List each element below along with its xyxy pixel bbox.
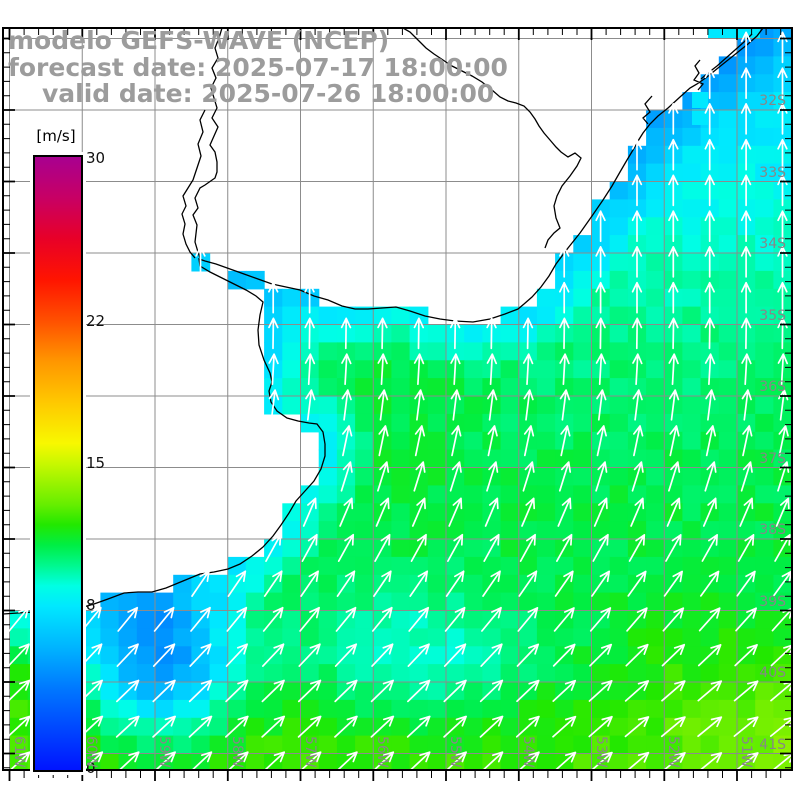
longitude-label: 55W — [447, 736, 463, 768]
wind-arrows — [6, 31, 792, 770]
latitude-label: 37S — [759, 450, 786, 467]
colorbar-tick-label: 22 — [86, 311, 106, 330]
coastline-group — [3, 28, 764, 615]
coastline — [3, 28, 764, 615]
forecast-date: forecast date: 2025-07-17 18:00:00 — [8, 53, 508, 82]
longitude-label: 60W — [83, 736, 100, 768]
longitude-label: 53W — [592, 736, 609, 768]
latitude-label: 34S — [759, 236, 786, 252]
colorbar-tick-label: 0 — [86, 758, 96, 777]
longitude-label: 57W — [301, 736, 318, 768]
latitude-label: 35S — [759, 307, 786, 324]
colorbar-tick-label: 15 — [86, 453, 106, 472]
latitude-label: 33S — [759, 164, 786, 181]
latitude-label: 36S — [759, 379, 786, 395]
model-title: modelo GEFS-WAVE (NCEP) — [8, 26, 390, 55]
minor-ticks — [3, 28, 792, 778]
longitude-label: 52W — [665, 736, 682, 768]
latitude-label: 41S — [759, 736, 786, 753]
major-ticks — [3, 28, 792, 781]
latitude-label: 38S — [759, 522, 786, 538]
longitude-label: 54W — [519, 736, 536, 768]
latitude-label: 39S — [759, 593, 786, 610]
longitude-label: 56W — [374, 736, 391, 768]
longitude-label: 58W — [228, 736, 245, 768]
latitude-label: 32S — [759, 93, 786, 109]
colorbar — [33, 155, 83, 772]
colorbar-tick-label: 8 — [86, 596, 96, 615]
latitude-label: 40S — [759, 665, 786, 681]
longitude-label: 61W — [10, 736, 27, 768]
longitude-label: 59W — [156, 736, 172, 768]
map-frame — [2, 27, 793, 771]
longitude-label: 51W — [738, 736, 754, 768]
grid-lines — [3, 28, 792, 770]
colorbar-unit-label: [m/s] — [36, 127, 76, 145]
title-block: modelo GEFS-WAVE (NCEP) forecast date: 2… — [0, 0, 508, 130]
colorbar-tick-label: 30 — [86, 149, 106, 167]
valid-date: valid date: 2025-07-26 18:00:00 — [42, 79, 495, 108]
